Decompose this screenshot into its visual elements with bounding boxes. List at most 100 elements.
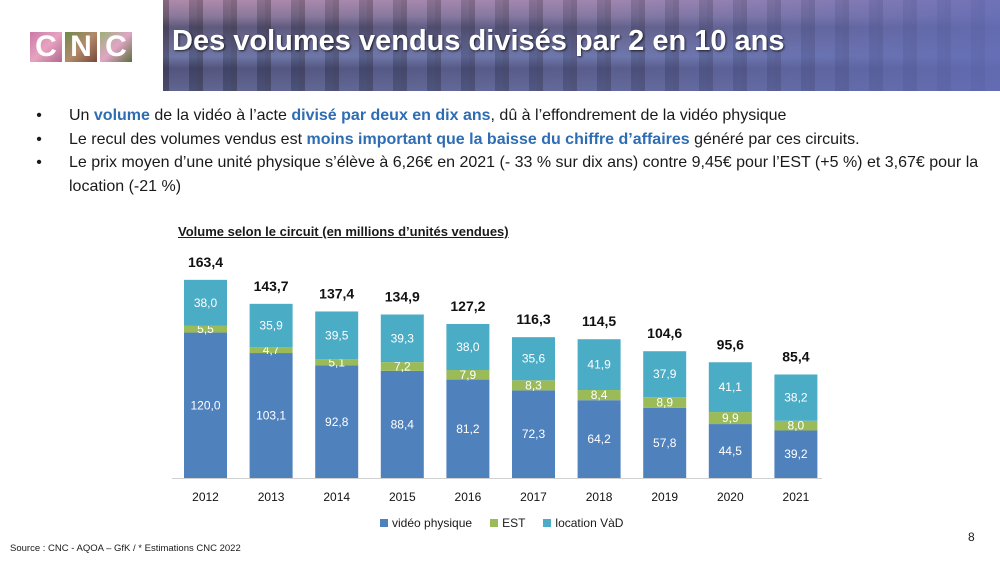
legend-item-video-physique: vidéo physique	[380, 516, 472, 530]
total-data-label: 163,4	[188, 254, 223, 270]
legend-swatch	[490, 519, 499, 527]
bar-segment-location-v-d	[184, 279, 227, 326]
total-data-label: 104,6	[647, 325, 682, 341]
bar-segment-vid-o-physique	[708, 424, 752, 478]
legend-label: location VàD	[555, 516, 624, 530]
legend-item-est: EST	[490, 516, 525, 530]
bar-segment-location-v-d	[708, 362, 752, 413]
segment-data-label: 41,1	[719, 380, 743, 394]
bar-segment-vid-o-physique	[184, 332, 227, 478]
bar-segment-location-v-d	[380, 314, 424, 363]
page-title: Des volumes vendus divisés par 2 en 10 a…	[172, 25, 785, 57]
legend-label: EST	[502, 516, 526, 530]
segment-data-label: 35,6	[522, 352, 546, 366]
segment-data-label: 8,0	[788, 419, 805, 433]
total-data-label: 127,2	[450, 298, 485, 314]
bar-segment-est	[249, 347, 293, 354]
segment-data-label: 72,3	[522, 427, 546, 441]
legend-swatch	[543, 519, 552, 527]
chart-legend: vidéo physique EST location VàD	[380, 516, 623, 530]
total-data-label: 114,5	[582, 313, 616, 329]
bullet-text: , dû à l’effondrement de la vidéo physiq…	[490, 107, 787, 124]
bar-segment-location-v-d	[774, 374, 818, 421]
bar-segment-est	[643, 397, 687, 408]
bar-segment-vid-o-physique	[774, 430, 818, 478]
total-data-label: 137,4	[319, 285, 354, 301]
segment-data-label: 8,3	[525, 378, 542, 392]
x-tick-label: 2012	[192, 490, 219, 504]
x-tick-label: 2018	[586, 490, 613, 504]
segment-data-label: 8,4	[591, 388, 608, 402]
total-data-label: 85,4	[782, 348, 809, 364]
x-tick-label: 2019	[651, 490, 678, 504]
bar-segment-est	[774, 420, 818, 431]
segment-data-label: 38,0	[456, 340, 480, 354]
bar-segment-location-v-d	[643, 351, 687, 398]
segment-data-label: 37,9	[653, 367, 677, 381]
bullet-text: Un	[69, 107, 94, 124]
bar-segment-est	[380, 362, 424, 371]
logo-letter: C	[100, 32, 132, 62]
segment-data-label: 88,4	[391, 417, 415, 431]
x-tick-label: 2020	[717, 490, 744, 504]
segment-data-label: 41,9	[587, 358, 611, 372]
bar-segment-est	[512, 380, 555, 391]
segment-data-label: 38,0	[194, 296, 218, 310]
highlighted-text: divisé par deux en dix ans	[291, 107, 491, 124]
segment-data-label: 57,8	[653, 436, 677, 450]
bar-segment-est	[446, 370, 490, 380]
highlighted-text: volume	[93, 107, 150, 124]
bar-segment-est	[708, 412, 752, 425]
bar-segment-vid-o-physique	[643, 407, 687, 478]
bar-segment-vid-o-physique	[380, 370, 424, 478]
source-note: Source : CNC - AQOA – GfK / * Estimation…	[10, 543, 241, 554]
segment-data-label: 120,0	[190, 398, 220, 412]
bar-segment-location-v-d	[446, 323, 490, 371]
segment-data-label: 39,5	[325, 328, 349, 342]
total-data-label: 134,9	[385, 289, 420, 305]
logo-letter: N	[65, 32, 97, 62]
bullet-text: généré par ces circuits.	[689, 130, 860, 148]
segment-data-label: 35,9	[259, 319, 283, 333]
x-tick-label: 2021	[783, 490, 810, 504]
segment-data-label: 103,1	[256, 409, 286, 423]
bullet-list: • Un volume de la vidéo à l’acte divisé p…	[34, 104, 984, 198]
bar-segment-location-v-d	[249, 303, 293, 348]
bullet-text: Le recul des volumes vendus est	[69, 130, 307, 148]
bar-segment-vid-o-physique	[512, 390, 555, 478]
total-data-label: 143,7	[254, 278, 289, 294]
x-tick-label: 2014	[323, 490, 350, 504]
total-data-label: 95,6	[717, 336, 744, 352]
bar-segment-vid-o-physique	[249, 353, 293, 478]
legend-item-location-vad: location VàD	[543, 516, 623, 530]
segment-data-label: 64,2	[587, 432, 611, 446]
bullet-item: • Un volume de la vidéo à l’acte divisé p…	[34, 104, 984, 128]
bar-segment-vid-o-physique	[577, 400, 621, 478]
segment-data-label: 8,9	[656, 396, 673, 410]
bar-segment-location-v-d	[512, 337, 555, 381]
total-data-label: 116,3	[516, 311, 550, 327]
segment-data-label: 9,9	[722, 411, 739, 425]
segment-data-label: 7,2	[394, 359, 411, 373]
logo-letter: C	[30, 32, 62, 62]
bullet-text: Le prix moyen d’une unité physique s’élè…	[69, 154, 979, 195]
legend-swatch	[380, 519, 388, 527]
bullet-text: de la vidéo à l’acte	[149, 107, 292, 124]
bullet-item: • Le prix moyen d’une unité physique s’él…	[34, 151, 984, 198]
page-number: 8	[968, 530, 975, 544]
bullet-dot: •	[36, 107, 42, 124]
bullet-dot: •	[36, 154, 42, 171]
segment-data-label: 7,9	[460, 368, 477, 382]
bar-segment-vid-o-physique	[315, 365, 359, 478]
bullet-item: • Le recul des volumes vendus est moins i…	[34, 128, 984, 152]
segment-data-label: 39,3	[391, 331, 415, 345]
x-tick-label: 2015	[389, 490, 416, 504]
segment-data-label: 44,5	[719, 444, 743, 458]
segment-data-label: 81,2	[456, 422, 480, 436]
cnc-logo: C N C	[30, 32, 132, 62]
bar-segment-est	[184, 325, 227, 333]
x-tick-label: 2017	[520, 490, 547, 504]
x-tick-label: 2013	[258, 490, 285, 504]
bar-segment-vid-o-physique	[446, 379, 490, 478]
